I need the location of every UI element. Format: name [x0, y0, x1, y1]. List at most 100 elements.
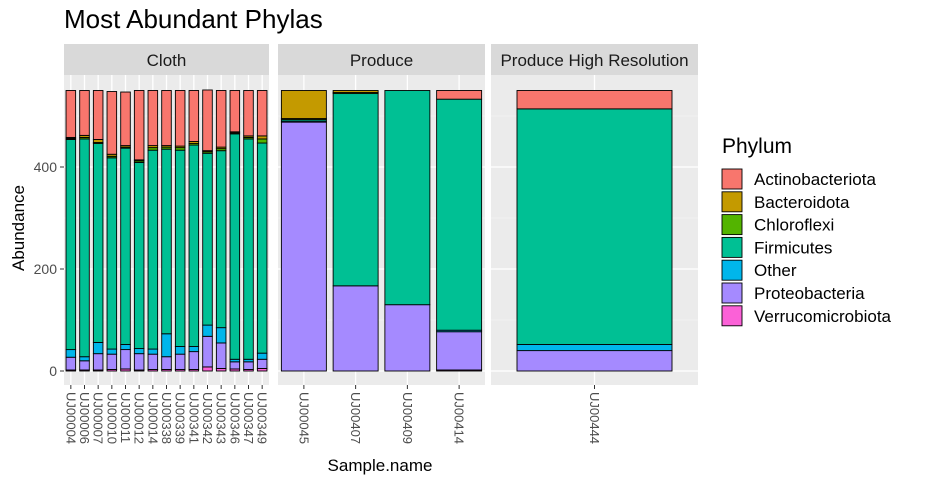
bar-segment-firmicutes [106, 157, 118, 350]
x-tick-label: UJ00444 [587, 392, 602, 444]
bar-segment-proteobacteria [332, 285, 379, 372]
x-axis-title: Sample.name [328, 456, 433, 475]
facet-strip-label: Produce [350, 51, 413, 70]
bar-segment-actinobacteriota [516, 90, 673, 110]
bar-UJ00007 [92, 90, 104, 372]
bar-segment-proteobacteria [92, 353, 104, 371]
bar-segment-actinobacteriota [215, 90, 227, 148]
bar-segment-other [92, 341, 104, 355]
bar-UJ00347 [243, 90, 254, 372]
bar-UJ00045 [280, 90, 327, 372]
x-tick-label: UJ00007 [91, 392, 106, 444]
facet-strip [278, 44, 485, 75]
bar-segment-firmicutes [161, 148, 172, 335]
bar-segment-actinobacteriota [436, 90, 483, 100]
bar-UJ00346 [229, 90, 241, 372]
chart-title: Most Abundant Phylas [64, 4, 323, 34]
facet-strip [64, 44, 269, 75]
x-tick-label: UJ00006 [77, 392, 92, 444]
bar-segment-firmicutes [174, 149, 186, 347]
x-tick-label: UJ00338 [159, 392, 174, 444]
legend-label: Chloroflexi [754, 216, 834, 235]
bar-segment-verrucomicrobiota [202, 366, 213, 372]
bar-segment-proteobacteria [229, 361, 241, 370]
x-tick-label: UJ00347 [241, 392, 256, 444]
bar-segment-firmicutes [188, 144, 200, 347]
bar-segment-firmicutes [147, 149, 159, 350]
bar-segment-actinobacteriota [243, 90, 254, 137]
x-tick-label: UJ00342 [200, 392, 215, 444]
bar-segment-actinobacteriota [161, 90, 172, 147]
bar-segment-actinobacteriota [174, 90, 186, 147]
bar-segment-firmicutes [256, 142, 268, 354]
legend: Phylum Actinobacteriota Bacteroidota Chlor… [721, 135, 892, 327]
bar-segment-actinobacteriota [65, 90, 77, 138]
bar-segment-proteobacteria [133, 353, 145, 371]
legend-label: Bacteroidota [754, 193, 850, 212]
bar-UJ00342 [202, 89, 213, 372]
x-tick-label: UJ00011 [118, 392, 133, 443]
bar-UJ00343 [215, 90, 227, 372]
bar-segment-proteobacteria [256, 358, 268, 369]
legend-key-other [721, 259, 743, 281]
bar-segment-actinobacteriota [120, 91, 131, 147]
facet-panel-produce-high-resolution: Produce High Resolution UJ00444 [491, 44, 698, 444]
bar-segment-proteobacteria [202, 335, 213, 368]
bar-segment-proteobacteria [79, 360, 90, 371]
facet-strip-label: Cloth [147, 51, 187, 70]
bar-segment-firmicutes [202, 152, 213, 326]
bar-segment-proteobacteria [161, 356, 172, 370]
bar-segment-actinobacteriota [202, 89, 213, 152]
x-tick-label: UJ00341 [186, 392, 201, 444]
x-tick-label: UJ00339 [173, 392, 188, 444]
legend-label: Other [754, 261, 797, 280]
legend-title: Phylum [722, 135, 792, 158]
bar-segment-other [161, 333, 172, 358]
bar-segment-firmicutes [133, 161, 145, 350]
bar-segment-proteobacteria [243, 361, 254, 370]
bar-segment-proteobacteria [147, 353, 159, 370]
bar-segment-proteobacteria [516, 350, 673, 372]
bar-segment-other [120, 344, 131, 351]
bar-segment-proteobacteria [384, 304, 431, 372]
bar-segment-firmicutes [229, 133, 241, 360]
bar-segment-actinobacteriota [188, 90, 200, 142]
bar-UJ00011 [120, 91, 131, 372]
x-tick-label: UJ00346 [227, 392, 242, 444]
legend-label: Actinobacteriota [754, 170, 876, 189]
bar-segment-proteobacteria [280, 121, 327, 372]
bar-segment-other [106, 348, 118, 355]
bar-segment-firmicutes [516, 108, 673, 345]
bar-segment-firmicutes [92, 143, 104, 343]
bar-segment-other [215, 327, 227, 344]
bar-segment-other [65, 349, 77, 358]
bar-UJ00341 [188, 90, 200, 372]
legend-key-actinobacteriota [721, 168, 743, 190]
x-tick-label: UJ00014 [145, 392, 160, 444]
bar-UJ00349 [256, 90, 268, 372]
legend-key-proteobacteria [721, 282, 743, 304]
bar-segment-proteobacteria [174, 353, 186, 370]
x-tick-label: UJ00414 [452, 392, 467, 444]
bar-segment-other [174, 346, 186, 355]
x-tick-label: UJ00349 [255, 392, 270, 444]
y-tick-label: 200 [34, 261, 58, 277]
bar-segment-actinobacteriota [92, 90, 104, 140]
legend-key-firmicutes [721, 236, 743, 258]
bar-segment-other [147, 348, 159, 355]
facet-strip-label: Produce High Resolution [500, 51, 688, 70]
bar-segment-actinobacteriota [106, 91, 118, 155]
facet-panel-cloth: Cloth UJ00004UJ00006UJ00007UJ00010UJ00011… [63, 44, 270, 444]
bar-segment-actinobacteriota [256, 90, 268, 137]
legend-label: Firmicutes [754, 238, 832, 257]
x-tick-label: UJ00010 [104, 392, 119, 444]
bar-segment-chloroflexi [256, 138, 268, 144]
bar-UJ00004 [65, 90, 77, 372]
bar-segment-actinobacteriota [147, 90, 159, 147]
bar-segment-firmicutes [120, 147, 131, 345]
bar-segment-other [202, 324, 213, 337]
bar-segment-other [516, 344, 673, 352]
x-tick-label: UJ00012 [132, 392, 147, 444]
bar-segment-proteobacteria [65, 356, 77, 371]
x-tick-label: UJ00407 [348, 392, 363, 444]
